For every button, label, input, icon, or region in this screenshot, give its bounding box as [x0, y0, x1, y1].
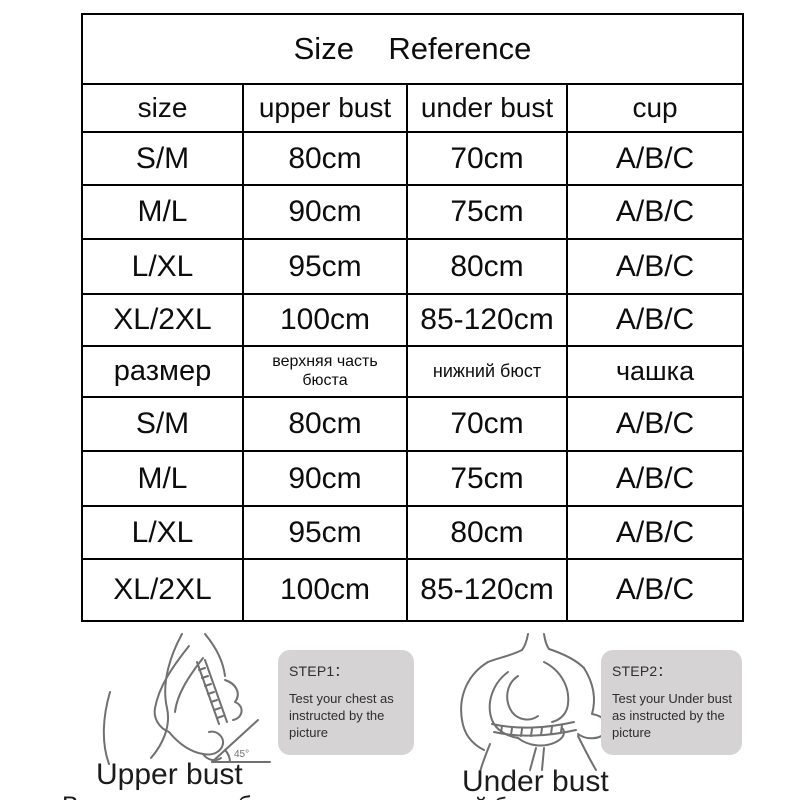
- cell-under-bust: 85-120cm: [406, 558, 568, 622]
- cell-cup: A/B/C: [565, 293, 745, 347]
- col-header-upper-bust: upper bust: [242, 83, 408, 133]
- under-bust-label-ru-clipped: нижний бюст: [408, 793, 546, 800]
- size-reference-table: Size Reference size upper bust under bus…: [80, 13, 745, 622]
- cell-upper-bust: 80cm: [242, 131, 408, 186]
- under-bust-label: Under bust: [462, 765, 609, 798]
- step1-heading: STEP1：: [289, 663, 349, 679]
- step2-box: STEP2： Test your Under bust as instructe…: [601, 650, 742, 755]
- under-bust-measure-illustration: [432, 632, 632, 772]
- table-row: S/M 80cm 70cm A/B/C: [81, 131, 745, 186]
- cell-under-bust: 70cm: [406, 396, 568, 452]
- table-row: XL/2XL 100cm 85-120cm A/B/C: [81, 293, 745, 347]
- col-header-under-bust-ru: нижний бюст: [406, 345, 568, 398]
- table-row: L/XL 95cm 80cm A/B/C: [81, 505, 745, 560]
- table-row: L/XL 95cm 80cm A/B/C: [81, 238, 745, 295]
- cell-size: XL/2XL: [81, 558, 244, 622]
- cell-upper-bust: 90cm: [242, 184, 408, 240]
- upper-bust-sketch-icon: 45°: [102, 633, 271, 765]
- table-header-row-ru: размер верхняя часть бюста нижний бюст ч…: [81, 345, 745, 398]
- cell-upper-bust: 100cm: [242, 558, 408, 622]
- cell-under-bust: 75cm: [406, 450, 568, 507]
- cell-cup: A/B/C: [565, 184, 745, 240]
- col-header-cup: cup: [565, 83, 745, 133]
- step1-box: STEP1： Test your chest as instructed by …: [278, 650, 414, 755]
- cell-size: XL/2XL: [81, 293, 244, 347]
- upper-bust-measure-illustration: 45°: [85, 632, 275, 772]
- cell-upper-bust: 100cm: [242, 293, 408, 347]
- cell-under-bust: 80cm: [406, 238, 568, 295]
- cell-under-bust: 85-120cm: [406, 293, 568, 347]
- cell-under-bust: 75cm: [406, 184, 568, 240]
- table-title: Size Reference: [80, 13, 745, 85]
- cell-under-bust: 80cm: [406, 505, 568, 560]
- angle-45-label: 45°: [234, 749, 249, 760]
- table-row: S/M 80cm 70cm A/B/C: [81, 396, 745, 452]
- col-header-under-bust: under bust: [406, 83, 568, 133]
- table-header-row-en: size upper bust under bust cup: [81, 83, 745, 133]
- cell-size: M/L: [81, 184, 244, 240]
- table-row: M/L 90cm 75cm A/B/C: [81, 450, 745, 507]
- cell-size: S/M: [81, 131, 244, 186]
- cell-size: S/M: [81, 396, 244, 452]
- cell-cup: A/B/C: [565, 505, 745, 560]
- under-bust-sketch-icon: [460, 633, 609, 772]
- col-header-size-ru: размер: [81, 345, 244, 398]
- cell-cup: A/B/C: [565, 450, 745, 507]
- cell-upper-bust: 95cm: [242, 238, 408, 295]
- cell-cup: A/B/C: [565, 131, 745, 186]
- cell-under-bust: 70cm: [406, 131, 568, 186]
- cell-cup: A/B/C: [565, 238, 745, 295]
- cell-cup: A/B/C: [565, 396, 745, 452]
- step1-text: Test your chest as instructed by the pic…: [289, 691, 394, 741]
- step2-heading: STEP2：: [612, 663, 672, 679]
- upper-bust-label: Upper bust: [96, 758, 243, 791]
- cell-size: M/L: [81, 450, 244, 507]
- cell-size: L/XL: [81, 238, 244, 295]
- table-row: XL/2XL 100cm 85-120cm A/B/C: [81, 558, 745, 622]
- step2-text: Test your Under bust as instructed by th…: [612, 691, 732, 741]
- cell-cup: A/B/C: [565, 558, 745, 622]
- upper-bust-label-ru-clipped: Верхняя часть бюста: [62, 792, 308, 800]
- cell-upper-bust: 80cm: [242, 396, 408, 452]
- table-title-row: Size Reference: [80, 13, 745, 85]
- cell-size: L/XL: [81, 505, 244, 560]
- col-header-upper-bust-ru: верхняя часть бюста: [242, 345, 408, 398]
- col-header-cup-ru: чашка: [565, 345, 745, 398]
- col-header-size: size: [81, 83, 244, 133]
- cell-upper-bust: 95cm: [242, 505, 408, 560]
- table-row: M/L 90cm 75cm A/B/C: [81, 184, 745, 240]
- cell-upper-bust: 90cm: [242, 450, 408, 507]
